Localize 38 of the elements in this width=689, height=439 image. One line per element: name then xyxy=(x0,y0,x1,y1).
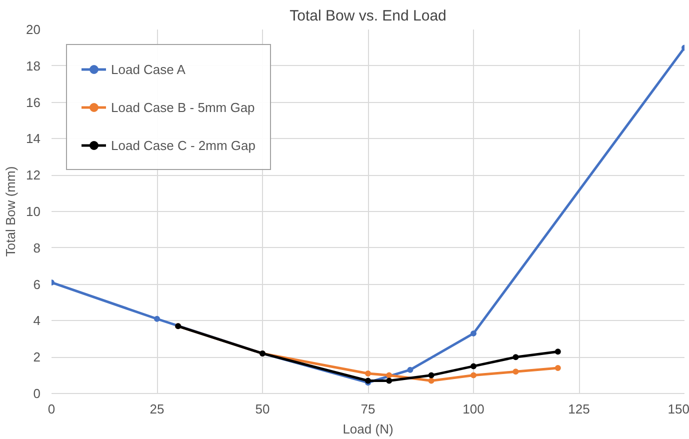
y-tick-label: 16 xyxy=(26,94,41,110)
point xyxy=(470,363,476,370)
chart-title: Total Bow vs. End Load xyxy=(290,8,446,24)
point xyxy=(386,378,392,384)
legend-label: Load Case C - 2mm Gap xyxy=(111,138,256,152)
point xyxy=(428,378,434,384)
y-tick-label: 20 xyxy=(26,22,41,37)
y-tick-label: 6 xyxy=(33,276,41,292)
legend-label: Load Case A xyxy=(111,62,186,76)
legend-label: Load Case B - 5mm Gap xyxy=(111,100,255,114)
point xyxy=(512,354,519,360)
y-tick-label: 2 xyxy=(33,350,41,365)
x-tick-label: 75 xyxy=(360,402,376,416)
y-tick-label: 10 xyxy=(26,204,41,219)
y-axis-title: Total Bow (mm) xyxy=(3,166,18,257)
y-tick-label: 14 xyxy=(26,131,41,146)
x-tick-label: 0 xyxy=(48,402,56,416)
y-tick-label: 0 xyxy=(33,386,41,401)
x-tick-label: 150 xyxy=(668,402,689,416)
point xyxy=(554,348,561,355)
y-tick-label: 8 xyxy=(33,240,41,256)
point xyxy=(365,370,371,376)
x-tick-label: 25 xyxy=(150,402,164,416)
y-tick-label: 4 xyxy=(33,313,41,328)
point xyxy=(470,372,476,378)
x-tick-label: 125 xyxy=(568,402,590,416)
x-tick-label: 50 xyxy=(255,402,270,416)
point xyxy=(512,368,519,375)
point xyxy=(554,365,561,372)
point xyxy=(407,366,414,373)
point xyxy=(386,372,392,378)
point xyxy=(428,372,434,378)
y-tick-label: 12 xyxy=(26,168,41,183)
point xyxy=(154,316,160,322)
x-axis-title: Load (N) xyxy=(342,422,394,436)
x-tick-label: 100 xyxy=(462,402,484,416)
point xyxy=(470,330,476,336)
y-tick-label: 18 xyxy=(26,58,41,74)
